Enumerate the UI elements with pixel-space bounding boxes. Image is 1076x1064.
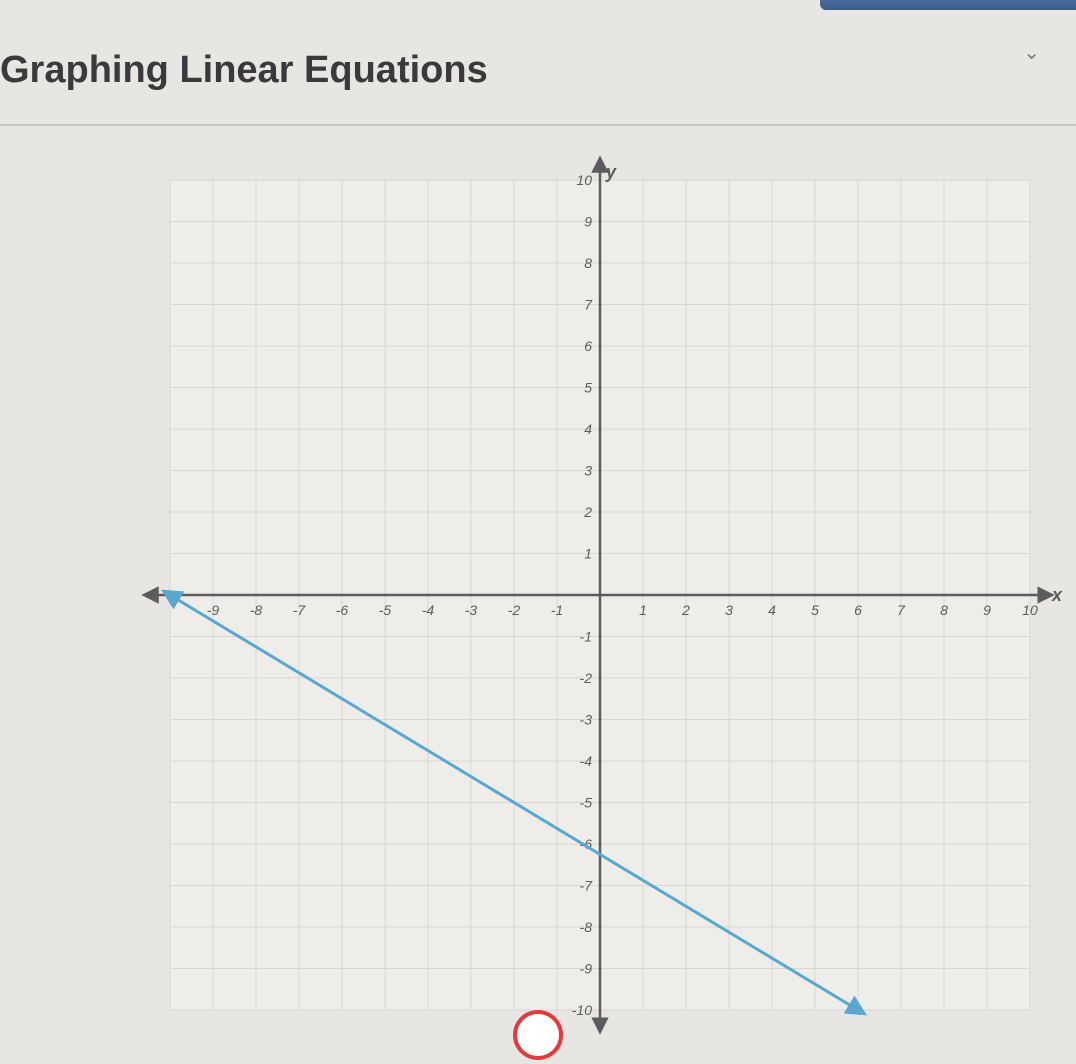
- svg-text:-5: -5: [580, 794, 593, 810]
- svg-text:2: 2: [583, 504, 592, 520]
- divider: [0, 124, 1076, 126]
- coordinate-graph: -9 -8 -7 -6 -5 -4 -3 -2 -1 1 2 3 4 5 6 7 8 9 10 10 9 8 7 6 5 4 3 2 1…: [0, 150, 1076, 1050]
- svg-text:5: 5: [811, 602, 819, 618]
- svg-text:-10: -10: [572, 1002, 592, 1018]
- svg-text:8: 8: [940, 602, 948, 618]
- svg-text:-9: -9: [207, 602, 220, 618]
- svg-text:5: 5: [584, 379, 592, 395]
- svg-text:x: x: [1051, 585, 1063, 605]
- svg-text:10: 10: [576, 172, 592, 188]
- svg-text:9: 9: [584, 213, 592, 229]
- svg-text:y: y: [605, 162, 617, 182]
- svg-text:-7: -7: [580, 877, 594, 893]
- svg-text:3: 3: [725, 602, 733, 618]
- svg-text:-3: -3: [465, 602, 478, 618]
- svg-text:-7: -7: [293, 602, 307, 618]
- svg-text:-4: -4: [422, 602, 435, 618]
- svg-text:10: 10: [1022, 602, 1038, 618]
- svg-text:1: 1: [639, 602, 647, 618]
- svg-text:1: 1: [584, 545, 592, 561]
- svg-text:9: 9: [983, 602, 991, 618]
- window-accent: [820, 0, 1076, 10]
- svg-text:-8: -8: [250, 602, 263, 618]
- svg-text:-9: -9: [580, 960, 593, 976]
- svg-text:-2: -2: [508, 602, 521, 618]
- svg-text:6: 6: [584, 338, 592, 354]
- svg-text:-6: -6: [336, 602, 349, 618]
- svg-text:-8: -8: [580, 919, 593, 935]
- svg-text:-5: -5: [379, 602, 392, 618]
- svg-text:-1: -1: [580, 628, 592, 644]
- svg-text:2: 2: [681, 602, 690, 618]
- svg-text:-2: -2: [580, 670, 593, 686]
- chart-container: -9 -8 -7 -6 -5 -4 -3 -2 -1 1 2 3 4 5 6 7 8 9 10 10 9 8 7 6 5 4 3 2 1…: [0, 150, 1076, 1050]
- svg-text:4: 4: [584, 421, 592, 437]
- svg-text:-4: -4: [580, 753, 593, 769]
- chevron-down-icon[interactable]: ⌄: [1023, 40, 1040, 65]
- svg-text:7: 7: [584, 296, 593, 312]
- svg-text:3: 3: [584, 462, 592, 478]
- svg-text:-1: -1: [551, 602, 563, 618]
- svg-text:4: 4: [768, 602, 776, 618]
- record-icon[interactable]: [513, 1010, 563, 1060]
- svg-text:8: 8: [584, 255, 592, 271]
- svg-text:6: 6: [854, 602, 862, 618]
- svg-text:-3: -3: [580, 711, 593, 727]
- svg-text:7: 7: [897, 602, 906, 618]
- page-title: Graphing Linear Equations: [0, 35, 1076, 98]
